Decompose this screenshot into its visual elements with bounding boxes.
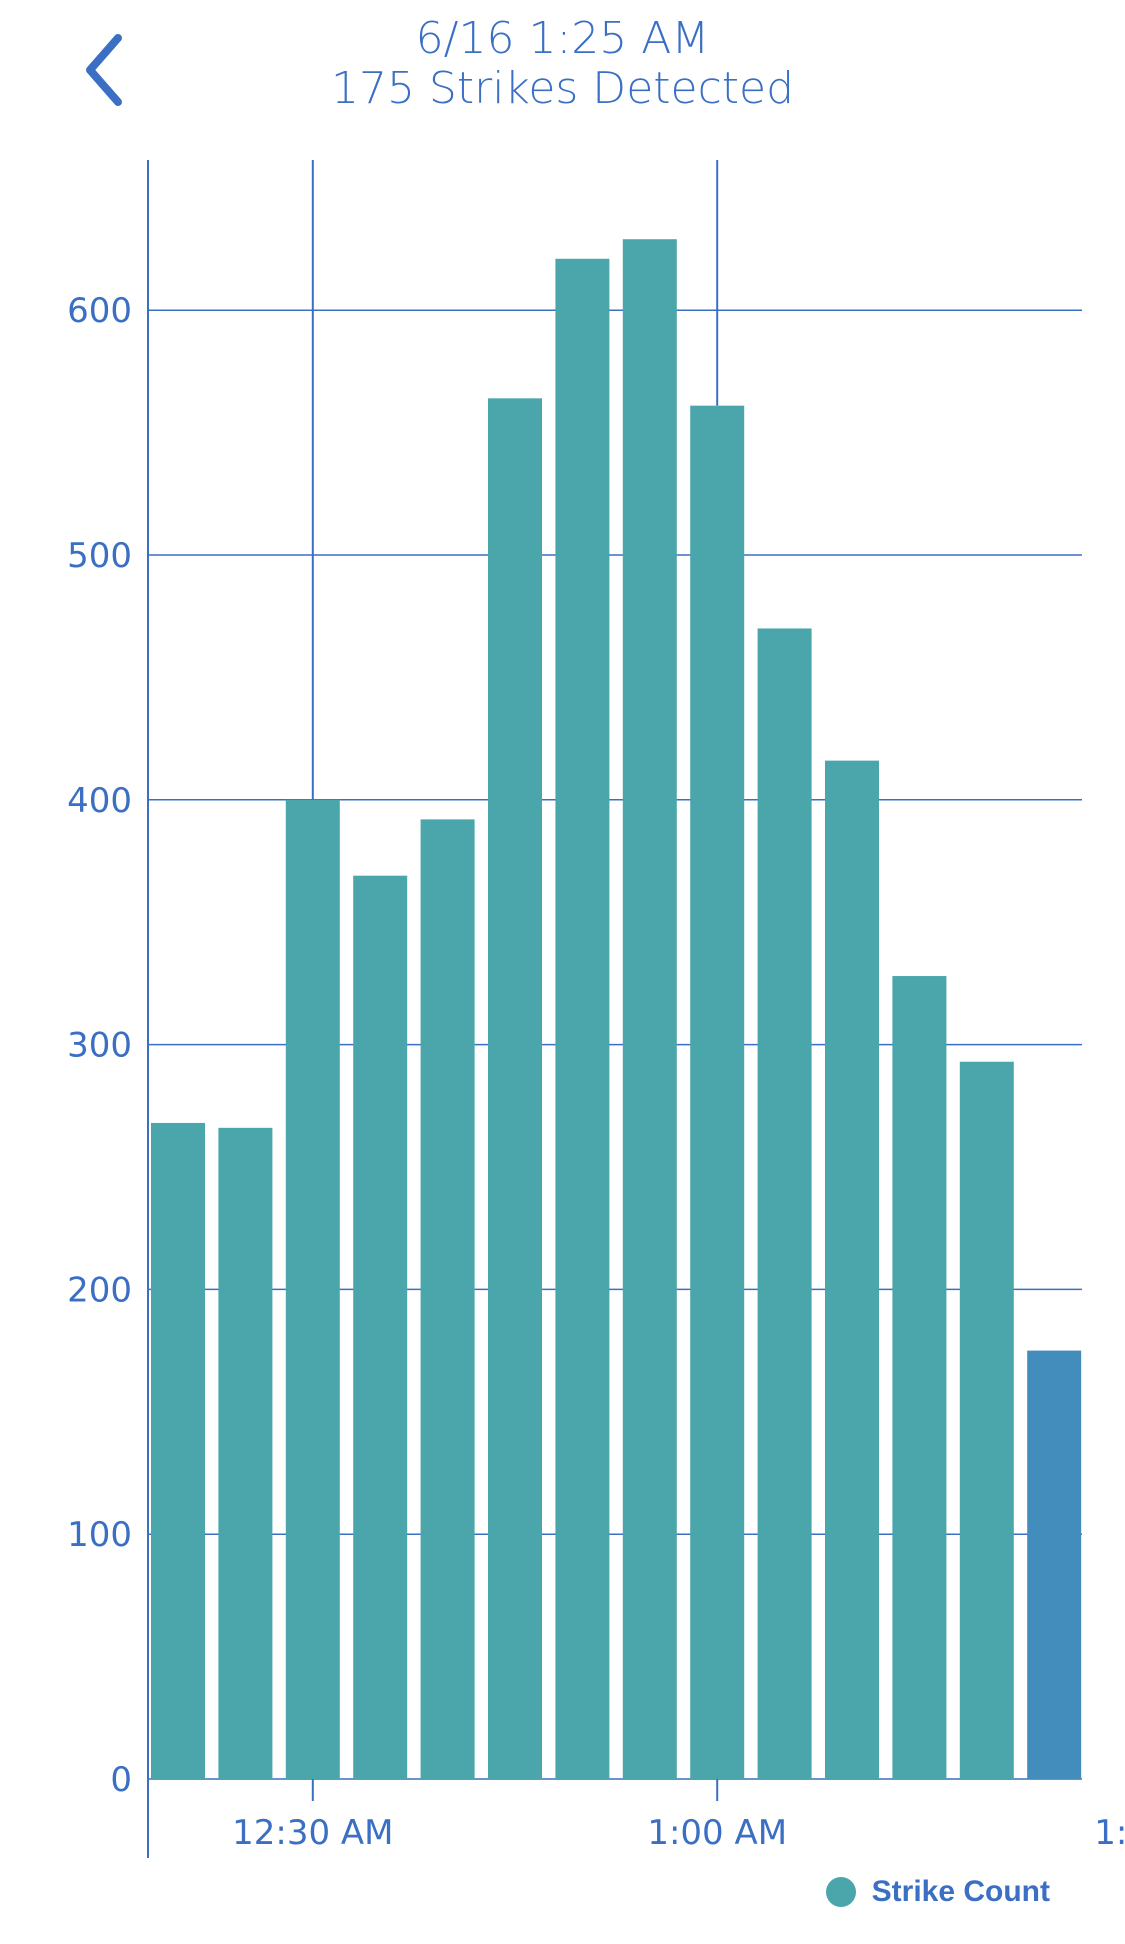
y-tick-label: 100 xyxy=(67,1515,132,1555)
y-tick-label: 0 xyxy=(110,1760,132,1800)
y-tick-label: 400 xyxy=(67,781,132,821)
legend-label: Strike Count xyxy=(871,1875,1050,1908)
bar xyxy=(690,405,745,1779)
bar xyxy=(420,819,475,1779)
x-tick-label: 12:30 AM xyxy=(232,1813,393,1853)
chart-legend: Strike Count xyxy=(825,1875,1050,1909)
bar-selected xyxy=(1027,1350,1082,1779)
bar xyxy=(959,1061,1014,1779)
y-tick-label: 500 xyxy=(67,536,132,576)
bar xyxy=(555,258,610,1779)
chevron-left-icon xyxy=(86,34,122,106)
bar xyxy=(285,799,340,1779)
chart-header: 6/16 1:25 AM 175 Strikes Detected xyxy=(0,14,1125,114)
bar xyxy=(892,976,947,1779)
bar xyxy=(488,398,542,1779)
bar xyxy=(622,239,677,1779)
bar xyxy=(151,1122,205,1779)
y-tick-label: 600 xyxy=(67,291,132,331)
bar xyxy=(353,875,408,1779)
bar xyxy=(218,1127,273,1779)
bar xyxy=(825,760,879,1779)
x-tick-label: 1:00 AM xyxy=(647,1813,787,1853)
y-tick-label: 200 xyxy=(67,1270,132,1310)
legend-dot-icon xyxy=(825,1877,856,1907)
x-tick-label: 1:3 xyxy=(1094,1813,1125,1853)
header-date-time: 6/16 1:25 AM xyxy=(415,13,710,64)
y-tick-label: 300 xyxy=(67,1026,132,1066)
back-button[interactable] xyxy=(70,30,150,110)
bar xyxy=(757,628,812,1780)
header-summary: 175 Strikes Detected xyxy=(330,63,795,114)
